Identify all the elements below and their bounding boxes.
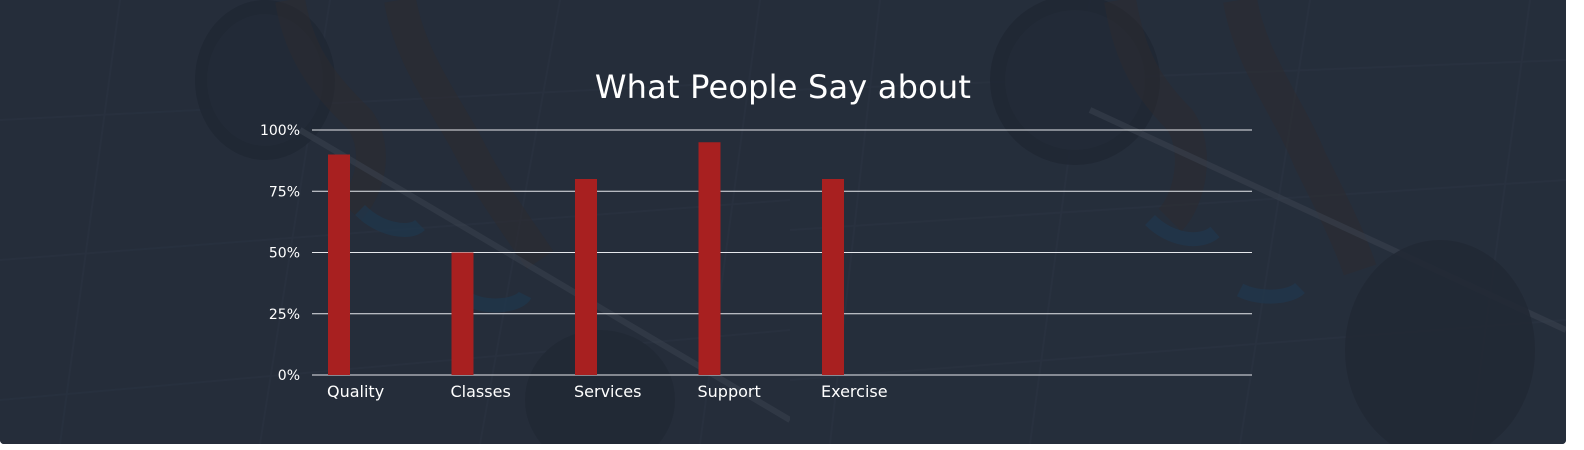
- x-tick-label-classes: Classes: [451, 382, 511, 401]
- x-tick-label-exercise: Exercise: [821, 382, 888, 401]
- y-tick-label: 50%: [269, 246, 300, 262]
- bar-classes: [451, 252, 474, 375]
- testimonial-chart-section: What People Say about 0% 25% 50% 75% 100% Qu…: [0, 0, 1566, 444]
- y-tick-label: 0%: [278, 368, 300, 384]
- x-tick-label-services: Services: [574, 382, 641, 401]
- y-tick-label: 100%: [260, 123, 300, 139]
- bar-services: [575, 179, 597, 375]
- x-tick-label-quality: Quality: [327, 382, 384, 401]
- y-tick-label: 25%: [269, 307, 300, 323]
- bars: [328, 142, 844, 375]
- bar-support: [698, 142, 721, 375]
- y-tick-label: 75%: [269, 184, 300, 200]
- x-tick-label-support: Support: [698, 382, 761, 401]
- x-axis-ticks: Quality Classes Services Support Exercise: [327, 382, 888, 401]
- bar-quality: [328, 154, 350, 375]
- y-axis-ticks: 0% 25% 50% 75% 100%: [260, 123, 300, 384]
- bar-chart: 0% 25% 50% 75% 100% Quality Classes Services Su…: [260, 123, 1252, 401]
- chart-title: What People Say about: [594, 68, 972, 106]
- bar-exercise: [822, 179, 844, 375]
- dark-overlay: [0, 0, 1566, 444]
